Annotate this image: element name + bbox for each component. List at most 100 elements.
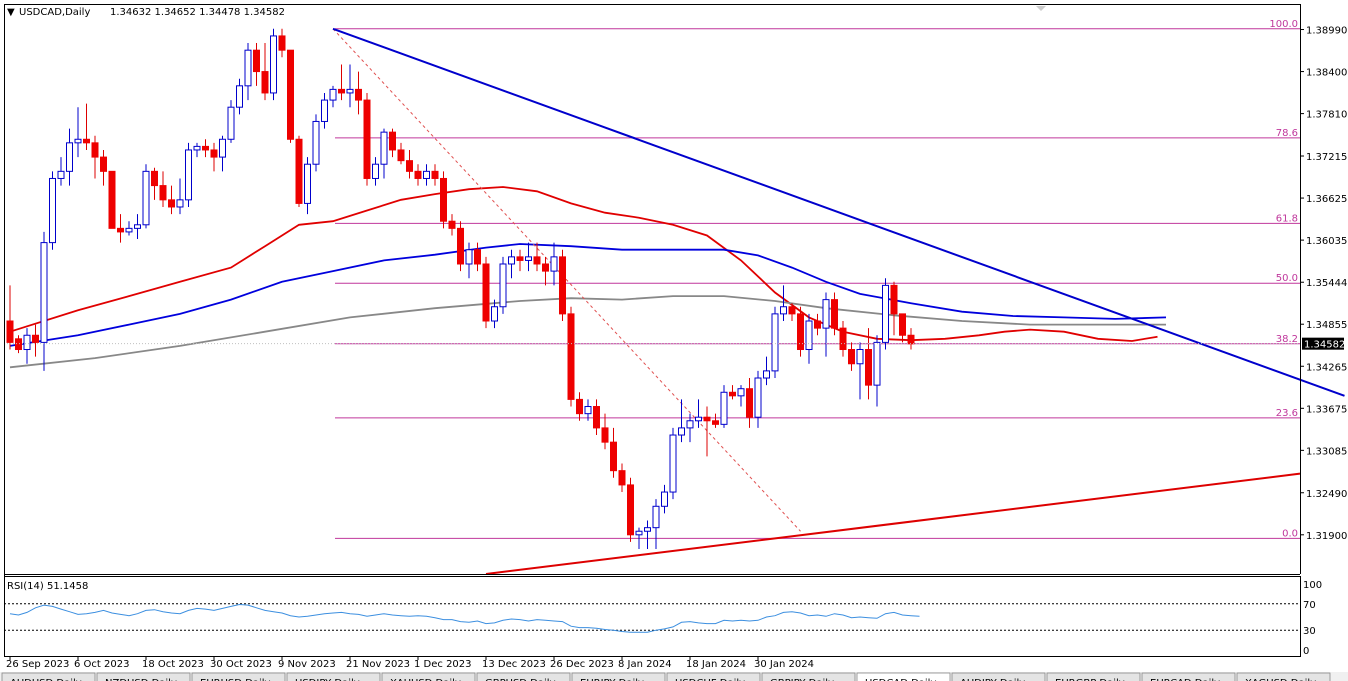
bull-candle-body [678, 427, 685, 436]
chart-menu-icon[interactable]: ▼ [7, 7, 15, 18]
bull-candle-body [329, 88, 337, 101]
symbol-tab-label[interactable]: USDCAD,Daily [865, 678, 936, 681]
candle [550, 242, 558, 286]
candle [253, 43, 260, 86]
moving-averages [9, 186, 1167, 369]
current-price-label: 1.34582 [1304, 340, 1345, 351]
bear-candle-body [278, 35, 286, 51]
symbol-tab-frame[interactable] [1236, 672, 1331, 681]
time-tick-label: 18 Oct 2023 [142, 659, 204, 670]
symbol-tab-label[interactable]: GBPJPY,Daily [770, 678, 834, 681]
fibonacci-retracement[interactable]: 100.0 78.6 61.8 50.0 38.2 23.6 0.0 [335, 19, 1300, 540]
candle [822, 292, 830, 357]
bull-candle-body [125, 227, 133, 233]
symbol-tab-frame[interactable] [951, 672, 1046, 681]
candle [542, 256, 549, 286]
symbol-tab[interactable]: AUDJPY,Daily [951, 672, 1046, 681]
symbol-tab[interactable]: GBPJPY,Daily [761, 672, 856, 681]
symbol-tab-frame[interactable] [286, 672, 381, 681]
symbol-tab[interactable]: NZDUSD,Daily [96, 672, 191, 681]
bear-candle-body [440, 177, 447, 222]
symbol-tab[interactable]: XAGUSD,Daily [1236, 672, 1331, 681]
symbol-tab-label[interactable]: XAUUSD,Daily [390, 678, 461, 681]
time-tick-label: 13 Dec 2023 [482, 659, 546, 670]
bear-candle-body [83, 138, 90, 144]
symbol-tab-frame[interactable] [96, 672, 191, 681]
bear-candle-body [168, 199, 175, 208]
candle [856, 342, 864, 400]
rsi-axis-label: 70 [1303, 600, 1316, 611]
bear-candle-body [210, 149, 218, 158]
moving-average-line [9, 295, 1166, 369]
symbol-tab-label[interactable]: USDCHF,Daily [675, 678, 745, 681]
bull-candle-body [57, 170, 65, 179]
candle [780, 285, 787, 322]
candle [159, 171, 167, 207]
symbol-tab-frame[interactable] [1, 672, 96, 681]
symbol-tab[interactable]: EURJPY,Daily [571, 672, 666, 681]
bull-candle-body [491, 306, 498, 322]
symbol-tab-frame[interactable] [1141, 672, 1236, 681]
candle [185, 142, 192, 207]
bull-candle-body [321, 99, 328, 122]
candle [49, 171, 56, 250]
bear-candle-body [814, 320, 821, 329]
bear-candle-body [261, 71, 269, 94]
bear-candle-body [202, 145, 209, 151]
symbol-tab-frame[interactable] [761, 672, 856, 681]
symbol-tab[interactable]: USDCAD,Daily [856, 672, 951, 681]
symbol-tab-label[interactable]: USDJPY,Daily [295, 678, 360, 681]
symbol-tab-frame[interactable] [381, 672, 476, 681]
symbol-tab[interactable]: USDJPY,Daily [286, 672, 381, 681]
price-tick-label: 1.38400 [1306, 68, 1347, 79]
bull-candle-body [244, 49, 252, 87]
candle [890, 281, 898, 336]
symbol-tab-frame[interactable] [476, 672, 571, 681]
candle [287, 49, 294, 143]
symbol-tab[interactable]: XAUUSD,Daily [381, 672, 476, 681]
candle [304, 157, 311, 215]
symbol-tab-frame[interactable] [191, 672, 286, 681]
symbol-tab[interactable]: EURGBP,Daily [1046, 672, 1141, 681]
candle [210, 142, 218, 172]
bull-candle-body [669, 434, 677, 493]
symbol-tab-frame[interactable] [1046, 672, 1141, 681]
symbol-tab-label[interactable]: GBPUSD,Daily [485, 678, 556, 681]
symbol-tab[interactable]: USDCHF,Daily [666, 672, 761, 681]
candle [414, 164, 422, 186]
bull-candle-body [873, 341, 881, 386]
symbol-tab-label[interactable]: XAGUSD,Daily [1245, 678, 1316, 681]
symbol-tab-label[interactable]: AUDJPY,Daily [960, 678, 1025, 681]
chart-symbol-title: USDCAD,Daily [19, 7, 90, 18]
candle [788, 303, 796, 322]
candle [712, 413, 719, 428]
bear-candle-body [601, 427, 609, 443]
symbol-tab-label[interactable]: AUDUSD,Daily [10, 678, 82, 681]
candle [83, 103, 90, 150]
time-tick-label: 6 Oct 2023 [74, 659, 129, 670]
trendlines[interactable] [332, 27, 1345, 575]
symbol-tab[interactable]: AUDUSD,Daily [1, 672, 96, 681]
symbol-tab-label[interactable]: EURJPY,Daily [580, 678, 644, 681]
price-tick-label: 1.36625 [1306, 194, 1347, 205]
bull-candle-body [23, 334, 31, 351]
symbol-tab-label[interactable]: EURUSD,Daily [200, 678, 271, 681]
symbol-tab-label[interactable]: EURCAD,Daily [1150, 678, 1220, 681]
symbol-tab[interactable]: GBPUSD,Daily [476, 672, 571, 681]
symbol-tab-label[interactable]: NZDUSD,Daily [105, 678, 177, 681]
symbol-tab-frame[interactable] [856, 672, 951, 681]
candle [805, 313, 813, 364]
bull-candle-body [882, 284, 889, 343]
bull-candle-body [771, 313, 779, 372]
bear-candle-body [848, 349, 855, 365]
symbol-tabs[interactable]: AUDUSD,Daily NZDUSD,Daily EURUSD,Daily USDJ… [1, 672, 1331, 681]
symbol-tab[interactable]: EURCAD,Daily [1141, 672, 1236, 681]
symbol-tab[interactable]: EURUSD,Daily [191, 672, 286, 681]
candle [635, 527, 643, 550]
symbol-tab-frame[interactable] [666, 672, 761, 681]
symbol-tab-label[interactable]: EURGBP,Daily [1055, 678, 1125, 681]
scroll-shift-marker-icon[interactable] [1036, 6, 1046, 11]
symbol-tab-frame[interactable] [571, 672, 666, 681]
fib-level-label: 100.0 [1269, 19, 1298, 30]
